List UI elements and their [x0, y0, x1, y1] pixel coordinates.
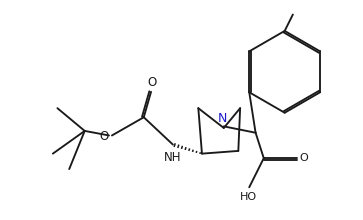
Text: O: O	[99, 130, 108, 143]
Text: HO: HO	[240, 192, 257, 202]
Text: NH: NH	[164, 150, 182, 163]
Text: O: O	[147, 76, 157, 89]
Text: O: O	[299, 153, 308, 163]
Text: N: N	[218, 112, 228, 125]
